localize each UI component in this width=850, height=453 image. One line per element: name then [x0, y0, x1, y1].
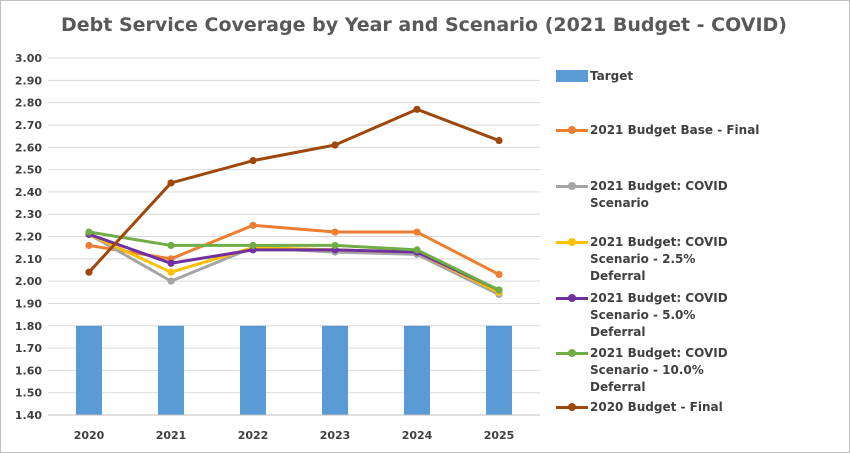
data-point	[495, 136, 503, 145]
data-point	[85, 268, 93, 276]
x-tick-label: 2024	[402, 429, 433, 442]
legend-line-swatch	[556, 122, 590, 139]
legend-line-swatch	[556, 178, 590, 195]
y-tick-label: 1.70	[15, 342, 42, 355]
legend-label: Target	[590, 68, 790, 85]
y-tick-label: 2.40	[15, 186, 42, 199]
legend-line-swatch	[556, 345, 590, 362]
y-tick-label: 1.50	[15, 387, 42, 400]
legend-label: 2021 Budget: COVID Scenario - 2.5% Deferr…	[590, 234, 790, 285]
data-point	[331, 228, 339, 236]
legend-label: 2021 Budget: COVID Scenario - 10.0% Defer…	[590, 345, 790, 396]
bar-target	[322, 325, 348, 415]
y-tick-label: 2.90	[15, 74, 42, 87]
bar-target	[486, 325, 512, 415]
data-point	[495, 270, 503, 279]
data-point	[249, 241, 257, 250]
legend-label-line: 2021 Budget: COVID Scenario - 2.5%	[590, 235, 728, 266]
data-point	[331, 241, 339, 250]
data-point	[167, 277, 175, 285]
data-point	[85, 228, 93, 236]
y-tick-label: 2.20	[15, 231, 42, 244]
series-line	[88, 232, 500, 292]
legend-line-swatch	[556, 290, 590, 307]
y-tick-label: 1.80	[15, 320, 42, 333]
legend-label-line: Target	[590, 69, 634, 83]
data-point	[167, 259, 175, 267]
y-tick-label: 1.60	[15, 364, 42, 377]
y-tick-label: 2.80	[15, 97, 42, 110]
legend-label-line: Deferral	[590, 380, 646, 394]
y-tick-label: 1.90	[15, 297, 42, 310]
legend-label: 2021 Budget: COVID Scenario	[590, 178, 790, 212]
legend-item: 2021 Budget: COVID Scenario - 5.0% Deferr…	[556, 290, 790, 341]
x-tick-label: 2020	[74, 429, 105, 442]
data-point	[413, 105, 421, 113]
y-tick-label: 2.00	[15, 275, 42, 288]
legend-label-line: Deferral	[590, 269, 646, 283]
y-tick-label: 1.40	[15, 409, 42, 422]
bar-target	[158, 325, 184, 415]
x-tick-label: 2023	[320, 429, 351, 442]
legend-item: 2021 Budget: COVID Scenario	[556, 178, 790, 212]
y-tick-label: 3.00	[15, 52, 42, 65]
legend-label-line: 2021 Budget Base - Final	[590, 123, 760, 137]
series-line	[88, 230, 500, 292]
y-tick-label: 2.10	[15, 253, 42, 266]
y-tick-label: 2.50	[15, 164, 42, 177]
legend-bar-swatch	[556, 68, 590, 85]
chart-legend: Target 2021 Budget Base - Final 2021 Budge…	[556, 0, 846, 451]
legend-item: Target	[556, 68, 790, 85]
legend-label-line: Deferral	[590, 325, 646, 339]
legend-line-swatch	[556, 234, 590, 251]
data-point	[167, 179, 175, 187]
data-point	[85, 241, 93, 250]
data-point	[249, 221, 257, 229]
legend-item: 2021 Budget: COVID Scenario - 10.0% Defer…	[556, 345, 790, 396]
legend-label: 2020 Budget - Final	[590, 399, 790, 416]
legend-line-swatch	[556, 399, 590, 416]
x-tick-label: 2022	[238, 429, 269, 442]
legend-item: 2020 Budget - Final	[556, 399, 790, 416]
bar-target	[76, 325, 102, 415]
series-line	[87, 107, 500, 274]
y-tick-label: 2.30	[15, 208, 42, 221]
x-tick-label: 2025	[484, 429, 515, 442]
legend-label-line: 2020 Budget - Final	[590, 400, 723, 414]
data-point	[413, 228, 421, 236]
series-line	[88, 223, 500, 276]
data-point	[331, 141, 339, 149]
data-point	[249, 157, 257, 165]
bar-target	[404, 325, 430, 415]
x-tick-label: 2021	[156, 429, 187, 442]
legend-label: 2021 Budget Base - Final	[590, 122, 790, 139]
legend-label: 2021 Budget: COVID Scenario - 5.0% Deferr…	[590, 290, 790, 341]
legend-item: 2021 Budget Base - Final	[556, 122, 790, 139]
y-tick-label: 2.60	[15, 141, 42, 154]
legend-label-line: 2021 Budget: COVID Scenario	[590, 179, 728, 210]
legend-label-line: 2021 Budget: COVID Scenario - 5.0%	[590, 291, 728, 322]
y-tick-label: 2.70	[15, 119, 42, 132]
data-point	[413, 246, 421, 254]
chart-title: Debt Service Coverage by Year and Scenar…	[60, 14, 787, 36]
data-point	[495, 286, 503, 294]
legend-label-line: 2021 Budget: COVID Scenario - 10.0%	[590, 346, 728, 377]
legend-item: 2021 Budget: COVID Scenario - 2.5% Deferr…	[556, 234, 790, 285]
bar-target	[240, 325, 266, 415]
data-point	[167, 241, 175, 250]
data-point	[167, 268, 175, 276]
